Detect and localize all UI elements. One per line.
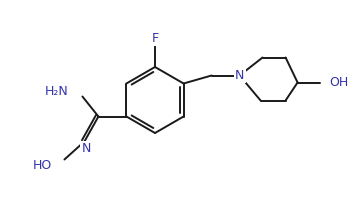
Text: H₂N: H₂N [45,85,68,98]
Text: N: N [235,69,244,82]
Text: N: N [82,142,91,155]
Text: OH: OH [329,76,349,89]
Text: HO: HO [33,159,52,172]
Text: F: F [151,32,158,45]
